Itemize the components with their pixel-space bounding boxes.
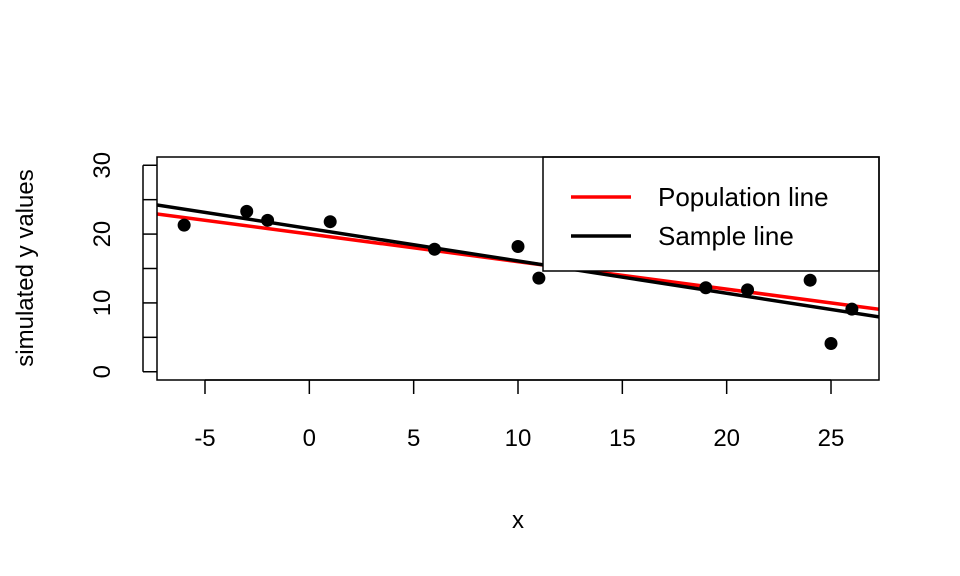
data-point [177,218,191,232]
data-point [511,239,525,253]
sample-line [157,203,879,319]
x-axis-label: x [512,507,524,534]
data-point [323,215,337,229]
x-axis: -5 0 5 10 15 20 25 [194,379,845,452]
data-point [741,283,755,297]
y-tick-label: 10 [89,290,116,317]
plot-frame [156,156,880,381]
x-tick-label: 5 [407,425,420,452]
data-point [532,271,546,285]
legend: Population line Sample line [542,156,880,272]
x-tick-label: 10 [505,425,532,452]
data-point [240,204,254,218]
y-tick-label: 0 [89,365,116,378]
data-point [699,281,713,295]
x-tick-label: -5 [194,425,215,452]
y-tick-label: 20 [89,221,116,248]
x-tick-label: 15 [609,425,636,452]
y-axis-label: simulated y values [12,169,39,366]
y-tick-label: 30 [89,152,116,179]
x-tick-label: 20 [713,425,740,452]
data-point [428,242,442,256]
x-tick-label: 25 [818,425,845,452]
y-axis: 0 10 20 30 [89,152,157,378]
data-point [261,213,275,227]
data-point [824,337,838,351]
data-points [177,204,859,351]
legend-label: Population line [658,182,829,212]
regression-lines [157,203,879,319]
data-point [803,273,817,287]
x-tick-label: 0 [303,425,316,452]
legend-label: Sample line [658,221,794,251]
data-point [845,302,859,316]
legend-box [542,156,880,272]
